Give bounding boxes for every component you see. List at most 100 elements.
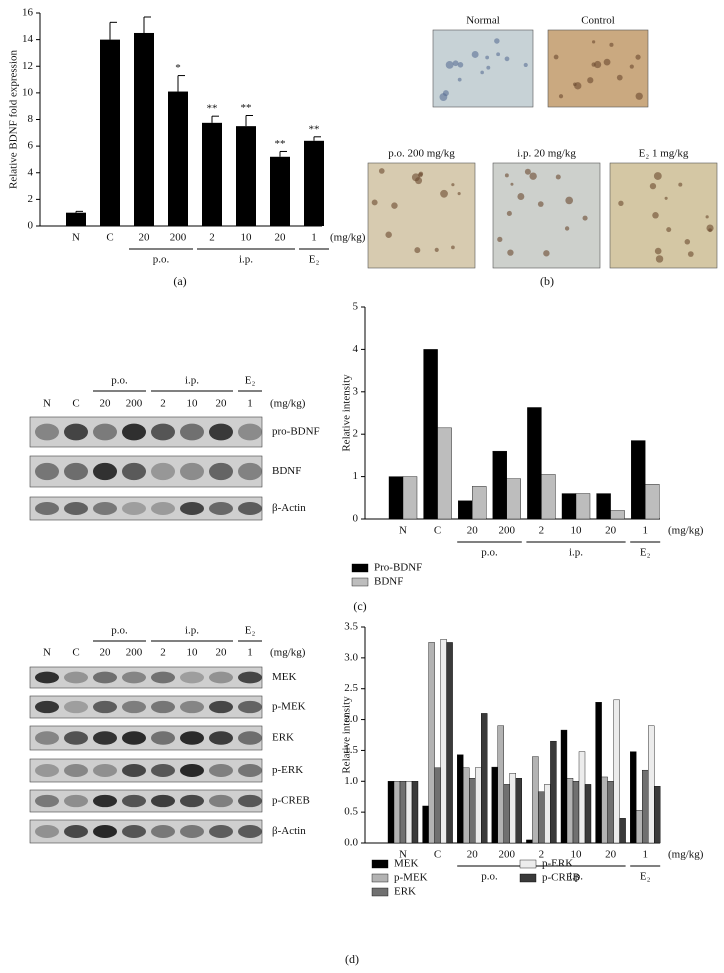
bar	[168, 91, 188, 226]
bar	[399, 781, 407, 844]
blot-band	[209, 700, 233, 714]
blot-row-label: p-ERK	[272, 764, 303, 776]
y-axis-label: Relative intensity	[341, 374, 353, 452]
bar	[402, 476, 418, 520]
blot-row-label: β-Actin	[272, 502, 306, 514]
blot-band	[238, 423, 262, 441]
bar	[538, 791, 545, 844]
cell-nucleus	[537, 201, 544, 207]
blot-band	[209, 764, 233, 777]
cell-nucleus	[555, 174, 561, 180]
cell-nucleus	[664, 196, 668, 200]
blot-band	[180, 671, 204, 684]
cell-nucleus	[553, 54, 559, 60]
blot-band	[122, 462, 146, 481]
x-tick-label: 20	[275, 232, 287, 244]
cell-nucleus	[635, 54, 641, 60]
blot-band	[64, 671, 88, 684]
cell-nucleus	[497, 236, 503, 242]
blot-band	[64, 700, 88, 714]
cell-nucleus	[524, 168, 531, 175]
y-tick-label: 8	[28, 113, 34, 125]
x-tick-label: 2	[539, 849, 545, 861]
blot-band	[122, 423, 146, 441]
cell-nucleus	[480, 70, 484, 75]
bar	[509, 773, 516, 844]
blot-band	[93, 764, 117, 777]
y-tick-label: 1.0	[344, 775, 358, 787]
cell-nucleus	[708, 228, 712, 233]
blot-band	[35, 825, 59, 838]
legend-swatch	[519, 873, 537, 883]
group-label: p.o.	[111, 375, 128, 387]
y-tick-label: 0	[28, 220, 34, 232]
y-tick-label: 10	[22, 86, 34, 98]
bar	[578, 751, 586, 844]
bar	[654, 786, 661, 844]
x-tick-label: 20	[139, 232, 151, 244]
cell-nucleus	[391, 202, 398, 209]
cell-nucleus	[655, 255, 664, 263]
legend-swatch	[371, 859, 389, 869]
blot-row-label: ERK	[272, 732, 294, 744]
y-tick-label: 2.0	[344, 713, 358, 725]
group-label: E₂	[309, 254, 320, 266]
bar	[304, 140, 324, 226]
blot-row-label: BDNF	[272, 465, 301, 477]
group-label: E₂	[640, 547, 651, 559]
legend-swatch	[351, 563, 369, 573]
bar	[66, 212, 86, 226]
bar	[472, 486, 487, 520]
blot-band	[238, 731, 262, 745]
legend-label: BDNF	[374, 576, 403, 588]
lane-label: 20	[216, 398, 228, 410]
blot-band	[209, 731, 233, 745]
bar	[422, 805, 429, 844]
cell-nucleus	[506, 210, 512, 216]
cell-nucleus	[517, 193, 525, 201]
blot-band	[122, 794, 146, 808]
blot-band	[35, 423, 59, 441]
cell-nucleus	[609, 42, 614, 47]
blot-band	[151, 731, 175, 745]
group-label: E₂	[245, 625, 256, 637]
blot-band	[35, 671, 59, 684]
cell-nucleus	[654, 247, 662, 255]
y-tick-label: 0.0	[344, 837, 358, 849]
x-tick-label: 1	[311, 232, 317, 244]
blot-band	[64, 764, 88, 777]
bar	[541, 474, 556, 520]
y-tick-label: 1	[353, 470, 359, 482]
y-tick-label: 6	[28, 140, 34, 152]
blot-band	[238, 794, 262, 808]
cell-nucleus	[452, 60, 459, 67]
micrograph-title: Control	[581, 15, 615, 27]
cell-nucleus	[529, 172, 537, 180]
y-tick-label: 4	[28, 166, 34, 178]
legend-label: Pro-BDNF	[374, 562, 422, 574]
blot-band	[122, 731, 146, 745]
blot-band	[122, 671, 146, 684]
x-tick-label: 200	[170, 232, 187, 244]
blot-band	[35, 700, 59, 714]
blot-band	[64, 423, 88, 441]
cell-nucleus	[653, 172, 662, 180]
blot-row-label: p-MEK	[272, 701, 306, 713]
cell-nucleus	[565, 196, 574, 205]
lane-label: 200	[126, 647, 143, 659]
bar	[613, 699, 620, 844]
cell-nucleus	[687, 251, 694, 257]
legend-swatch	[519, 859, 537, 869]
cell-nucleus	[543, 250, 550, 257]
cell-nucleus	[434, 247, 439, 252]
bar	[270, 156, 290, 226]
y-axis-label: Relative BDNF fold expression	[8, 49, 20, 189]
blot-band	[93, 462, 117, 481]
group-label: p.o.	[481, 871, 498, 883]
blot-band	[209, 462, 233, 481]
bar	[584, 784, 592, 844]
blot-band	[180, 423, 204, 441]
x-unit: (mg/kg)	[668, 849, 704, 861]
cell-nucleus	[684, 239, 691, 245]
blot-band	[35, 794, 59, 808]
